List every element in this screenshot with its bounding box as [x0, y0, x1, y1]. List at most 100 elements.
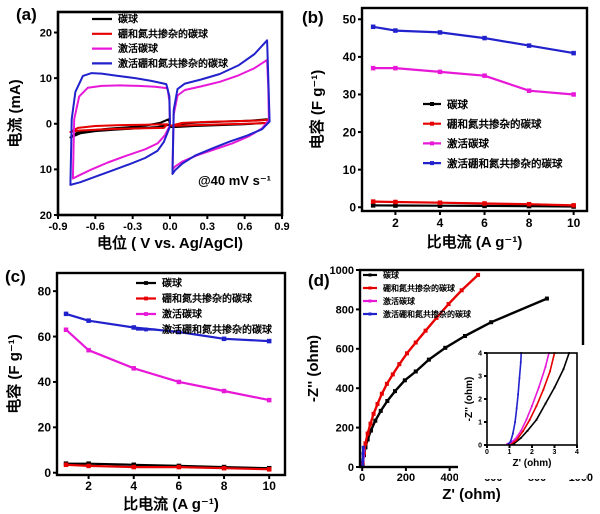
- x-tick-label: 2: [530, 449, 534, 456]
- x-tick-label: 0.9: [274, 221, 289, 233]
- marker-bn-doped: [390, 372, 395, 377]
- legend-label: 激活硼和氮共掺杂的碳球: [447, 157, 563, 170]
- marker-activated-carbon: [525, 418, 528, 421]
- y-axis-label: 电流 (mA): [6, 79, 24, 147]
- legend-label: 碳球: [383, 270, 400, 280]
- marker-activated-bn-doped: [571, 50, 576, 56]
- marker-bn-doped: [371, 411, 376, 416]
- marker-carbon-spheres: [392, 389, 397, 394]
- legend-marker: [368, 273, 372, 277]
- marker-activated-carbon: [506, 442, 509, 445]
- legend-label: 碳球: [162, 277, 183, 290]
- legend-marker: [368, 312, 372, 316]
- x-tick-label: 6: [481, 216, 488, 230]
- series-activated-carbon-pos: [171, 58, 270, 171]
- panel-d: (d) 0200400600800100002004006008001000Z'…: [300, 257, 600, 514]
- marker-activated-carbon: [437, 69, 443, 75]
- y-tick-label: 60: [38, 330, 52, 344]
- legend-marker: [368, 286, 372, 290]
- y-tick-label: 20: [40, 27, 52, 39]
- legend-marker: [430, 141, 434, 146]
- marker-carbon-spheres: [393, 203, 398, 208]
- x-tick-label: 400: [440, 472, 458, 484]
- series-bn-doped-pos: [170, 118, 270, 127]
- marker-bn-doped: [393, 199, 398, 205]
- marker-bn-doped: [221, 465, 227, 471]
- marker-carbon-spheres: [482, 203, 487, 209]
- x-tick-label: 1: [508, 449, 512, 456]
- panel-d-chart: 0200400600800100002004006008001000Z' (oh…: [305, 265, 593, 503]
- marker-activated-carbon: [537, 386, 540, 389]
- marker-activated-bn-doped: [511, 432, 514, 435]
- y-tick-label: 10: [343, 163, 357, 177]
- legend-label: 激活硼和氮共掺杂的碳球: [162, 323, 273, 336]
- series-bn-doped-neg: [69, 123, 169, 133]
- x-tick-label: 4: [575, 449, 579, 456]
- marker-carbon-spheres: [426, 357, 431, 362]
- marker-bn-doped: [476, 272, 481, 277]
- marker-activated-carbon: [393, 65, 398, 71]
- marker-bn-doped: [375, 401, 380, 406]
- series-activated-bn-doped-pos: [171, 39, 271, 175]
- x-axis-label: Z' (ohm): [512, 458, 551, 469]
- marker-activated-bn-doped: [266, 338, 272, 344]
- y-tick-label: 20: [40, 210, 52, 222]
- marker-activated-bn-doped: [515, 407, 518, 410]
- marker-activated-bn-doped: [509, 440, 512, 443]
- y-tick-label: 20: [343, 125, 357, 139]
- legend-marker: [144, 312, 148, 316]
- marker-activated-carbon: [266, 397, 272, 403]
- marker-activated-bn-doped: [86, 318, 91, 323]
- x-tick-label: 2: [392, 216, 399, 230]
- y-tick-label: 600: [336, 344, 354, 356]
- x-axis-label: 电位 ( V vs. Ag/AgCl): [97, 234, 243, 252]
- legend-label: 激活碳球: [118, 42, 159, 55]
- marker-carbon-spheres: [131, 462, 137, 468]
- series-activated-bn-doped: [361, 446, 365, 468]
- x-tick-label: 8: [221, 479, 228, 493]
- panel-d-label: (d): [308, 271, 330, 290]
- y-tick-label: 200: [336, 422, 354, 434]
- x-tick-label: 0: [485, 449, 489, 456]
- marker-bn-doped: [405, 351, 410, 356]
- y-tick-label: 0: [44, 466, 51, 480]
- marker-bn-doped: [363, 441, 368, 446]
- marker-activated-bn-doped: [518, 377, 521, 380]
- marker-carbon-spheres: [562, 368, 565, 370]
- marker-activated-bn-doped: [361, 452, 365, 456]
- x-tick-label: 2: [85, 479, 92, 493]
- legend-marker: [144, 327, 148, 332]
- y-tick-label: 800: [336, 304, 354, 316]
- y-tick-label: 3: [478, 373, 482, 380]
- marker-bn-doped: [549, 370, 551, 373]
- marker-activated-bn-doped: [131, 325, 137, 330]
- y-tick-label: 0: [348, 462, 354, 474]
- marker-bn-doped: [542, 388, 545, 391]
- marker-activated-bn-doped: [437, 30, 443, 35]
- legend-marker: [144, 281, 148, 285]
- marker-carbon-spheres: [86, 461, 91, 466]
- marker-bn-doped: [526, 201, 532, 207]
- y-axis-label: 电容 (F g⁻¹): [308, 70, 326, 150]
- marker-activated-carbon: [86, 347, 91, 353]
- legend-marker: [368, 299, 372, 303]
- legend-marker: [144, 296, 148, 301]
- marker-bn-doped: [176, 464, 182, 470]
- series-activated-bn-doped-neg: [69, 72, 171, 186]
- marker-bn-doped: [535, 405, 538, 407]
- annotation: @40 mV s⁻¹: [198, 173, 271, 188]
- x-axis-label: 比电流 (A g⁻¹): [427, 233, 523, 251]
- marker-carbon-spheres: [544, 296, 549, 301]
- y-tick-label: 1000: [330, 265, 354, 277]
- legend-label: 碳球: [118, 13, 139, 26]
- marker-carbon-spheres: [544, 402, 547, 405]
- series-activated-bn-doped: [371, 25, 575, 55]
- marker-carbon-spheres: [437, 203, 443, 208]
- x-tick-label: 200: [397, 472, 415, 484]
- marker-activated-carbon: [526, 88, 532, 93]
- marker-activated-carbon: [482, 73, 487, 78]
- marker-carbon-spheres: [368, 428, 373, 433]
- y-tick-label: 2: [478, 396, 482, 403]
- marker-activated-carbon: [221, 388, 227, 394]
